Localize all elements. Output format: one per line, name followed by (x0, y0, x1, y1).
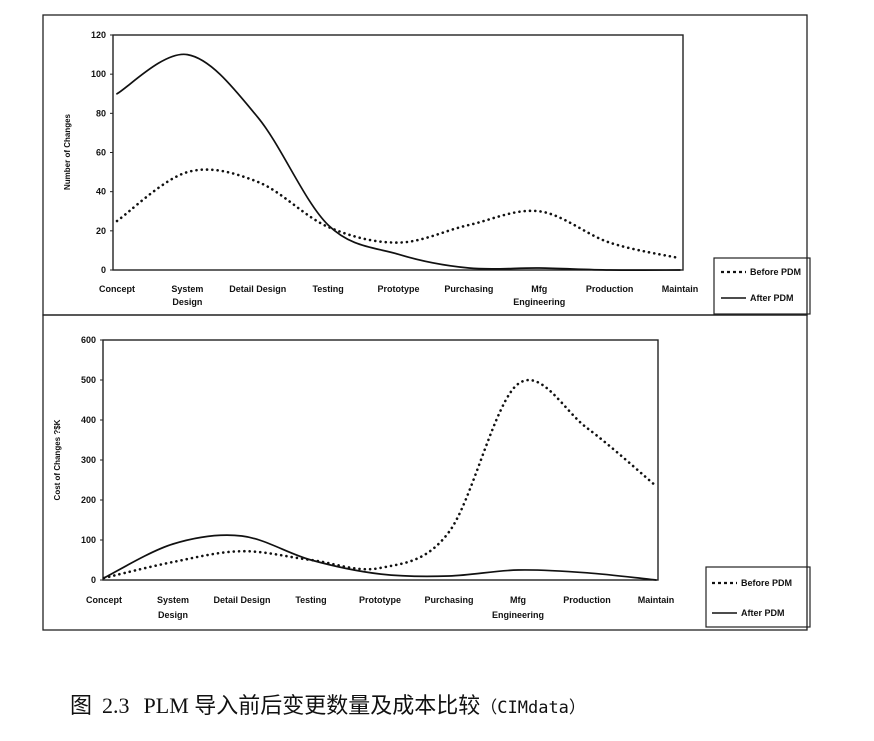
y-tick-label: 100 (91, 69, 106, 79)
x-tick-label: Purchasing (444, 284, 493, 294)
y-tick-label: 0 (91, 575, 96, 585)
x-tick-label: Testing (295, 595, 326, 605)
y-tick-label: 80 (96, 108, 106, 118)
series-line-after-pdm (116, 53, 681, 271)
x-tick-label: Concept (99, 284, 135, 294)
legend-box (705, 566, 811, 628)
x-tick-label: Engineering (513, 297, 565, 307)
y-tick-label: 500 (81, 375, 96, 385)
legend: Before PDM After PDM (705, 566, 811, 628)
x-ticks: Concept System Design Detail Design Testing P… (99, 284, 698, 307)
x-tick-label: Mfg (531, 284, 547, 294)
y-tick-label: 120 (91, 30, 106, 40)
series-lines (102, 378, 658, 581)
x-tick-label: Maintain (638, 595, 675, 605)
y-tick-label: 200 (81, 495, 96, 505)
x-tick-label: Concept (86, 595, 122, 605)
x-tick-label: Production (586, 284, 634, 294)
legend-before-label: Before PDM (741, 578, 792, 588)
caption-text: PLM 导入前后变更数量及成本比较 (143, 693, 481, 718)
x-tick-label: Testing (312, 284, 343, 294)
x-tick-label: Engineering (492, 610, 544, 620)
plot-area (102, 339, 659, 581)
y-tick-label: 400 (81, 415, 96, 425)
legend-after-label: After PDM (741, 608, 785, 618)
x-tick-label: Prototype (377, 284, 419, 294)
series-line-before-pdm (115, 168, 682, 260)
figure-label: 图 (70, 693, 93, 718)
y-ticks: 0 20 40 60 80 100 120 (91, 30, 113, 275)
number-of-changes-chart: Number of Changes 0 20 40 60 80 100 120 Concep… (63, 30, 811, 315)
bottom-chart-frame (42, 314, 808, 631)
plot-area (112, 34, 684, 271)
x-tick-label: System (157, 595, 189, 605)
y-axis-label: Cost of Changes ?$K (53, 419, 62, 500)
y-tick-label: 0 (101, 265, 106, 275)
y-ticks: 0 100 200 300 400 500 600 (81, 335, 103, 585)
figure-number: 2.3 (102, 693, 130, 718)
series-line-after-pdm (103, 534, 657, 581)
series-lines (115, 53, 682, 271)
x-tick-label: Maintain (662, 284, 699, 294)
y-tick-label: 100 (81, 535, 96, 545)
y-tick-label: 20 (96, 226, 106, 236)
x-tick-label: Prototype (359, 595, 401, 605)
caption-source: （CIMdata） (480, 698, 586, 718)
x-tick-label: Detail Design (229, 284, 286, 294)
legend-box (713, 257, 811, 315)
x-ticks: Concept System Design Detail Design Testing P… (86, 595, 674, 620)
y-axis-label: Number of Changes (63, 113, 72, 190)
x-tick-label: System (171, 284, 203, 294)
x-tick-label: Design (158, 610, 188, 620)
legend-before-label: Before PDM (750, 267, 801, 277)
y-tick-label: 60 (96, 148, 106, 158)
cost-of-changes-chart: Cost of Changes ?$K 0100200300400500600 … (53, 335, 811, 628)
x-tick-label: Purchasing (424, 595, 473, 605)
x-tick-label: Design (172, 297, 202, 307)
x-tick-label: Production (563, 595, 611, 605)
legend-after-label: After PDM (750, 293, 794, 303)
figure-caption: 图 2.3 PLM 导入前后变更数量及成本比较（CIMdata） (70, 688, 586, 720)
x-tick-label: Mfg (510, 595, 526, 605)
y-tick-label: 40 (96, 187, 106, 197)
x-tick-label: Detail Design (213, 595, 270, 605)
series-line-before-pdm (102, 378, 658, 580)
y-tick-label: 300 (81, 455, 96, 465)
legend: Before PDM After PDM (713, 257, 811, 315)
y-tick-label: 600 (81, 335, 96, 345)
